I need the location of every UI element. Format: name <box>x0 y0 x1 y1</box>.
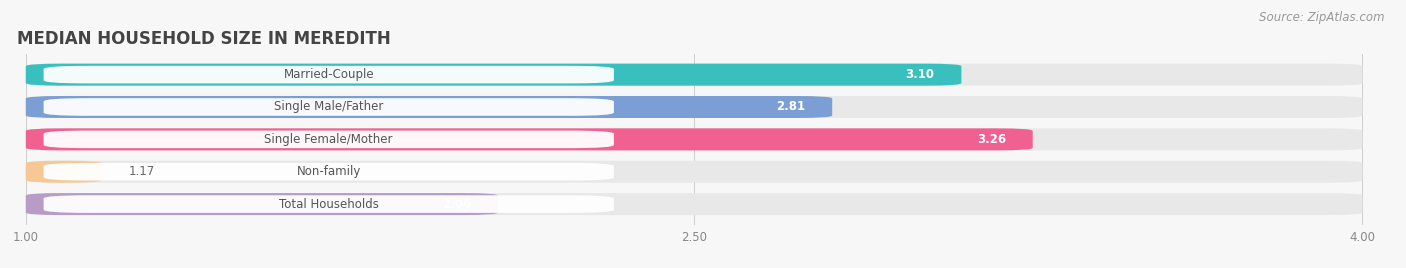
Text: Married-Couple: Married-Couple <box>284 68 374 81</box>
FancyBboxPatch shape <box>25 193 498 215</box>
FancyBboxPatch shape <box>44 98 614 116</box>
FancyBboxPatch shape <box>25 128 1362 150</box>
Text: Total Households: Total Households <box>278 198 378 211</box>
FancyBboxPatch shape <box>25 161 101 183</box>
FancyBboxPatch shape <box>25 193 1362 215</box>
FancyBboxPatch shape <box>44 195 614 213</box>
FancyBboxPatch shape <box>25 64 962 86</box>
Text: Single Female/Mother: Single Female/Mother <box>264 133 394 146</box>
FancyBboxPatch shape <box>25 161 1362 183</box>
FancyBboxPatch shape <box>25 128 1032 150</box>
Text: 1.17: 1.17 <box>128 165 155 178</box>
Text: Non-family: Non-family <box>297 165 361 178</box>
Text: 2.81: 2.81 <box>776 100 806 113</box>
FancyBboxPatch shape <box>44 131 614 148</box>
FancyBboxPatch shape <box>44 66 614 83</box>
Text: MEDIAN HOUSEHOLD SIZE IN MEREDITH: MEDIAN HOUSEHOLD SIZE IN MEREDITH <box>17 30 391 48</box>
Text: Single Male/Father: Single Male/Father <box>274 100 384 113</box>
Text: 3.26: 3.26 <box>977 133 1005 146</box>
FancyBboxPatch shape <box>25 64 1362 86</box>
Text: 2.06: 2.06 <box>443 198 471 211</box>
Text: 3.10: 3.10 <box>905 68 935 81</box>
FancyBboxPatch shape <box>25 96 1362 118</box>
FancyBboxPatch shape <box>44 163 614 181</box>
Text: Source: ZipAtlas.com: Source: ZipAtlas.com <box>1260 11 1385 24</box>
FancyBboxPatch shape <box>25 96 832 118</box>
